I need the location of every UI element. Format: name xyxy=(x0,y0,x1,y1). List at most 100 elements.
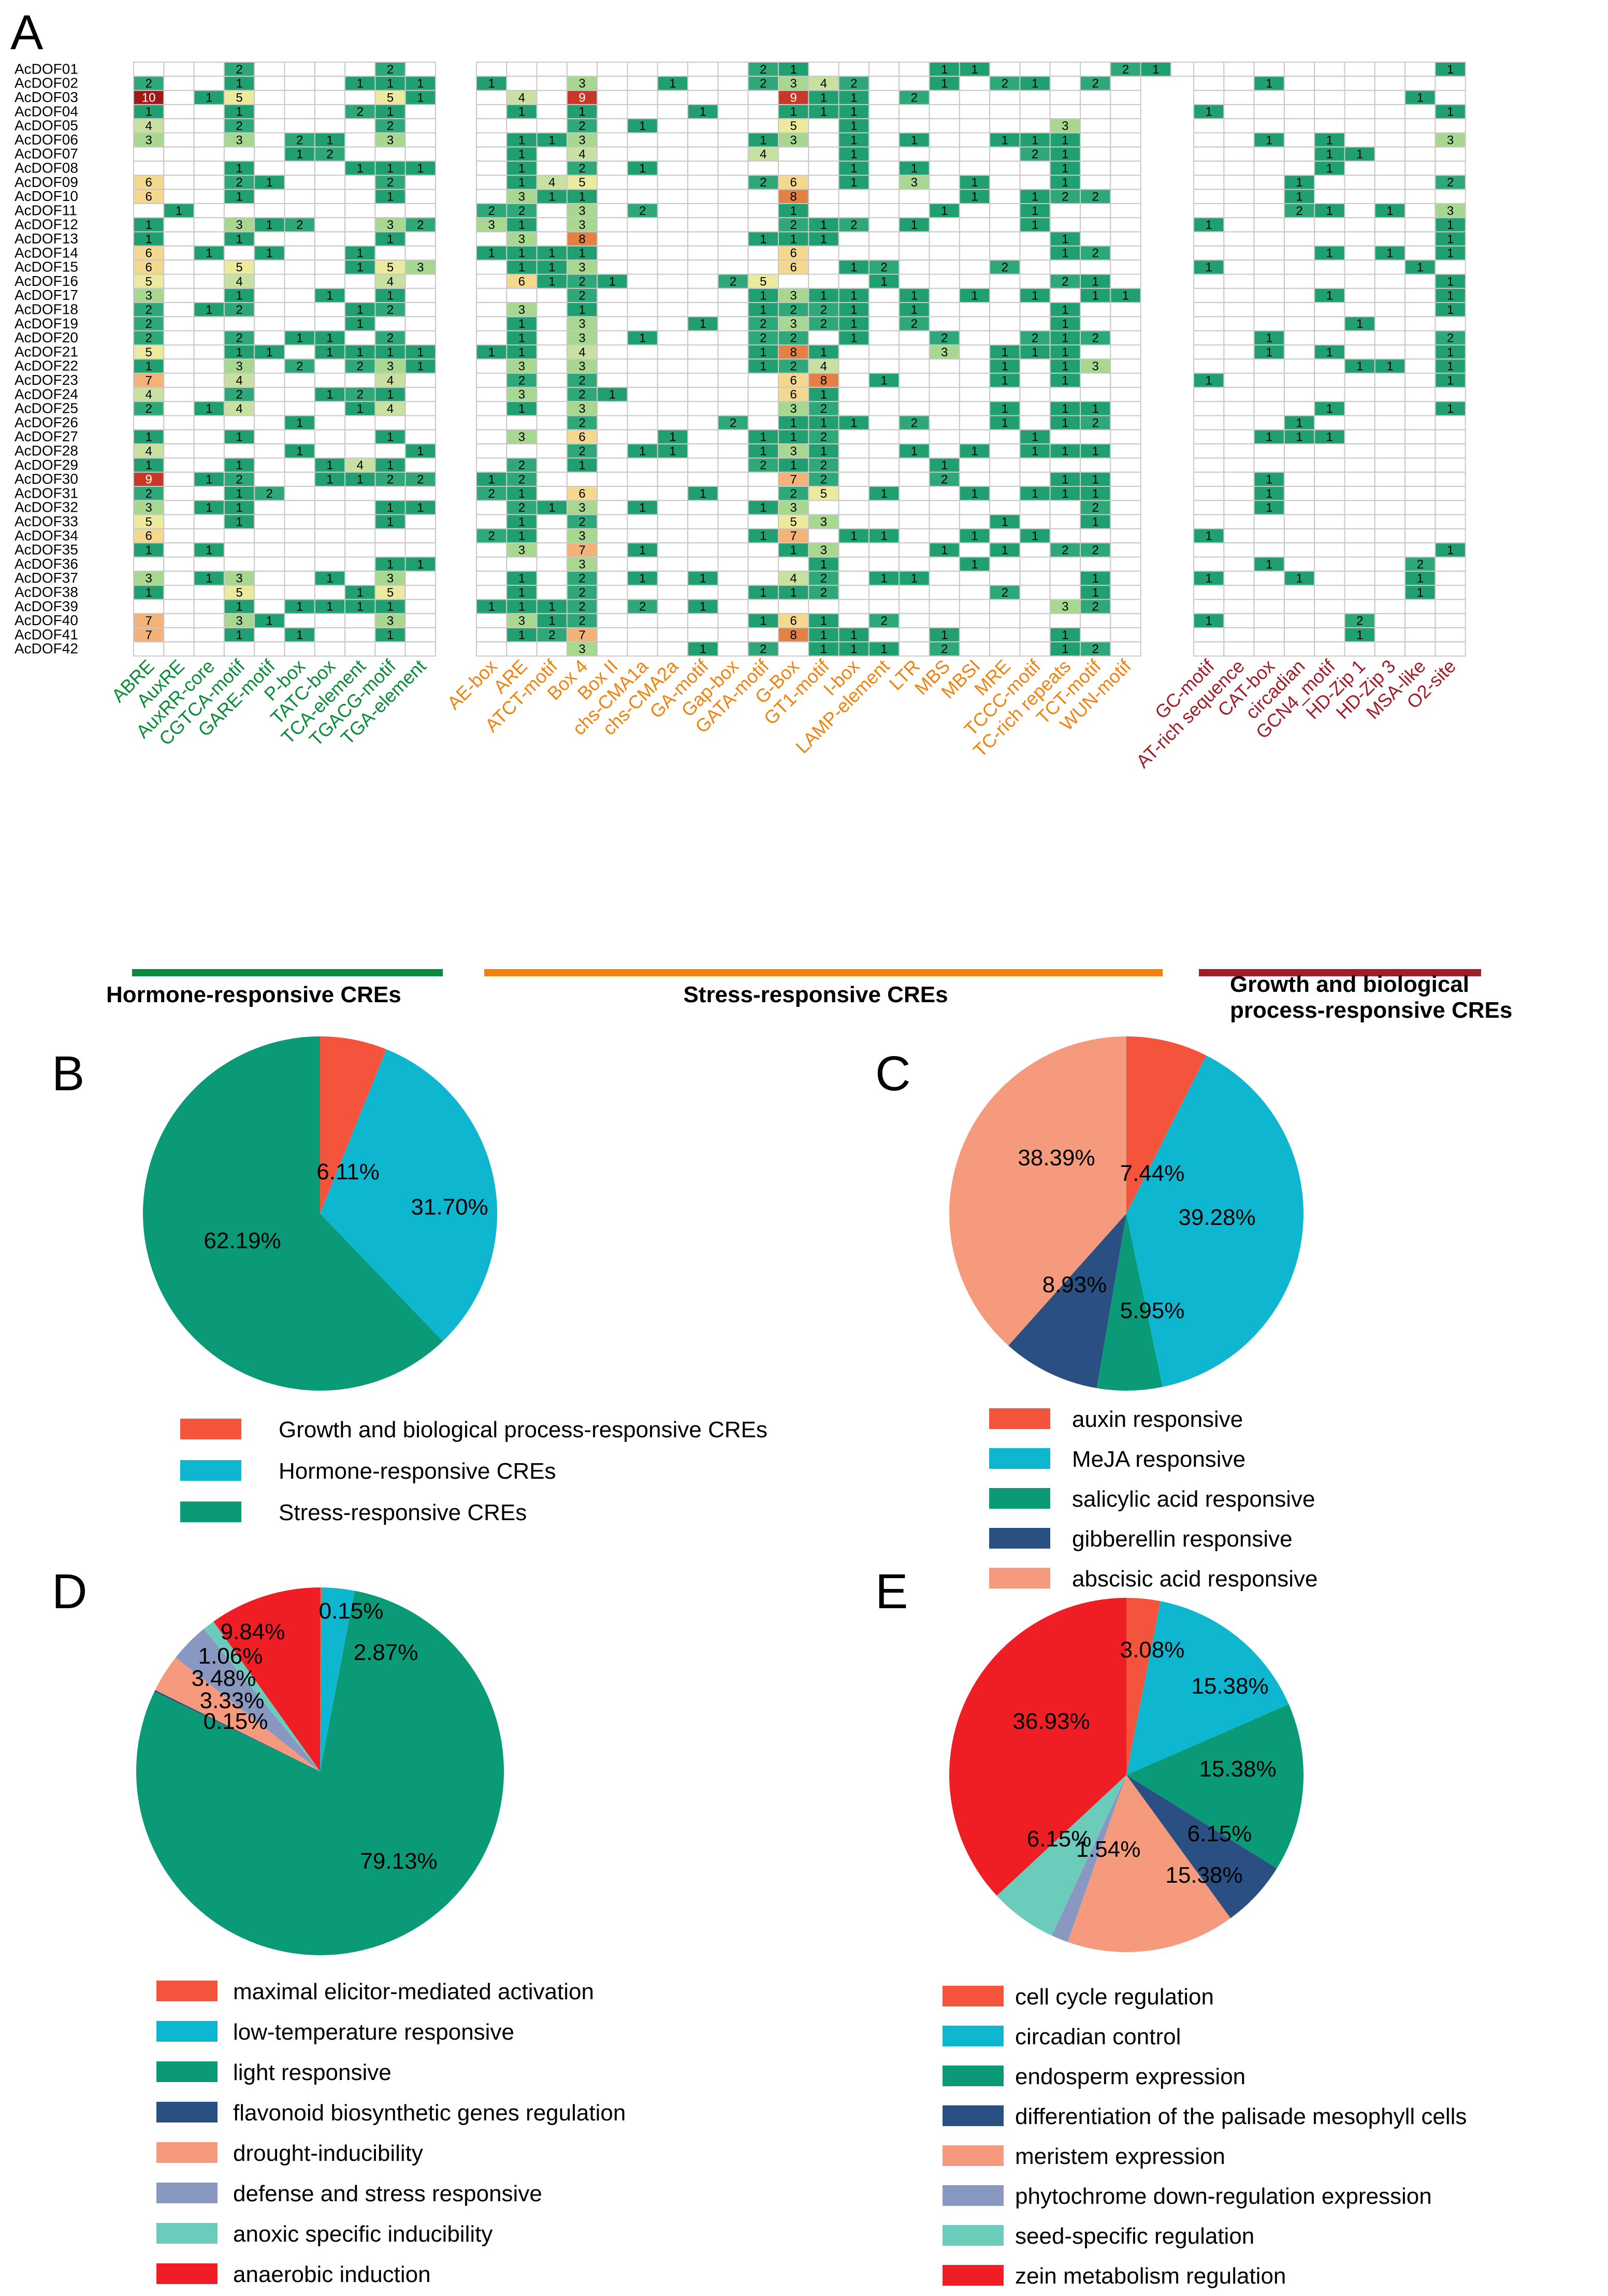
heatmap-cell xyxy=(1314,415,1345,430)
heatmap-cell-value: 2 xyxy=(1062,275,1068,288)
heatmap-cell-value: 1 xyxy=(1122,289,1129,303)
heatmap-cell xyxy=(284,316,315,331)
heatmap-cell xyxy=(687,386,719,402)
heatmap-cell xyxy=(374,500,406,515)
heatmap-cell-value: 1 xyxy=(941,458,948,472)
heatmap-cell xyxy=(1283,401,1315,416)
heatmap-cell-value: 1 xyxy=(417,77,424,91)
heatmap-cell-value: 1 xyxy=(357,345,364,359)
heatmap-cell-value: 2 xyxy=(578,388,585,402)
row-label: AcDOF31 xyxy=(15,485,78,501)
heatmap-cell xyxy=(1374,570,1406,586)
heatmap-cell xyxy=(1223,90,1255,105)
heatmap-cell xyxy=(1193,443,1225,459)
heatmap-cell-value: 1 xyxy=(1092,473,1098,487)
heatmap-cell-value: 3 xyxy=(790,133,796,147)
heatmap-cell-value: 1 xyxy=(1205,261,1212,275)
heatmap-cell-value: 4 xyxy=(145,444,152,458)
heatmap-cell-value: 1 xyxy=(1356,359,1363,373)
heatmap-cell xyxy=(163,429,195,445)
heatmap-cell xyxy=(1344,471,1375,487)
heatmap-cell-value: 3 xyxy=(911,176,918,190)
heatmap-cell xyxy=(627,231,658,247)
pie-slice xyxy=(320,1049,497,1341)
heatmap-cell-value: 5 xyxy=(236,586,242,600)
heatmap-cell-value: 1 xyxy=(1326,247,1333,261)
heatmap-cell xyxy=(284,457,315,473)
heatmap-cell xyxy=(929,146,960,162)
heatmap-cell xyxy=(1223,542,1255,558)
heatmap-cell xyxy=(929,570,960,586)
heatmap-cell xyxy=(506,146,538,162)
heatmap-cell-value: 1 xyxy=(176,204,182,218)
heatmap-cell-value: 3 xyxy=(820,515,827,529)
row-label: AcDOF05 xyxy=(15,118,78,134)
heatmap-cell xyxy=(1223,457,1255,473)
pie-value-label: 15.38% xyxy=(1199,1756,1276,1782)
heatmap-cell xyxy=(163,500,195,515)
heatmap-cell-value: 1 xyxy=(488,600,495,614)
heatmap-cell-value: 1 xyxy=(1296,430,1302,444)
heatmap-cell-value: 1 xyxy=(790,105,796,119)
heatmap-cell-value: 1 xyxy=(820,91,827,105)
heatmap-cell xyxy=(1374,457,1406,473)
heatmap-cell-value: 1 xyxy=(1266,345,1272,359)
heatmap-cell-value: 1 xyxy=(296,600,303,614)
heatmap-cell xyxy=(778,132,809,148)
heatmap-cell xyxy=(1223,599,1255,614)
heatmap-cell xyxy=(1049,76,1081,91)
heatmap-cell xyxy=(133,245,165,261)
heatmap-cell xyxy=(193,189,225,205)
heatmap-cell xyxy=(314,161,346,176)
heatmap-cell xyxy=(163,372,195,388)
heatmap-cell xyxy=(627,189,658,205)
heatmap-cell-value: 1 xyxy=(145,543,152,557)
heatmap-cell-value: 6 xyxy=(145,261,152,275)
heatmap-cell-value: 1 xyxy=(326,289,333,303)
heatmap-cell-value: 1 xyxy=(911,289,918,303)
heatmap-cell xyxy=(747,161,779,176)
heatmap-cell xyxy=(1049,386,1081,402)
heatmap-cell xyxy=(1404,302,1436,317)
heatmap-cell-value: 1 xyxy=(1062,345,1068,359)
heatmap-cell xyxy=(778,90,809,105)
heatmap-cell-value: 1 xyxy=(1326,162,1333,176)
heatmap-cell xyxy=(808,146,839,162)
heatmap-cell xyxy=(899,203,930,219)
heatmap-cell xyxy=(163,415,195,430)
heatmap-cell xyxy=(868,457,900,473)
heatmap-cell xyxy=(1374,146,1406,162)
heatmap-cell xyxy=(1019,471,1051,487)
heatmap-cell xyxy=(193,76,225,91)
legend-label: abscisic acid responsive xyxy=(1072,1566,1317,1592)
heatmap-cell-value: 1 xyxy=(417,444,424,458)
heatmap-cell xyxy=(657,104,689,120)
heatmap-cell xyxy=(838,500,870,515)
heatmap-cell xyxy=(1110,514,1141,529)
heatmap-cell xyxy=(778,556,809,572)
heatmap-cell xyxy=(314,401,346,416)
heatmap-cell xyxy=(1283,627,1315,643)
heatmap-cell xyxy=(1223,358,1255,374)
heatmap-cell-value: 1 xyxy=(1356,317,1363,331)
heatmap-cell xyxy=(657,500,689,515)
heatmap-cell-value: 1 xyxy=(145,232,152,246)
heatmap-cell xyxy=(193,259,225,275)
heatmap-cell xyxy=(1223,175,1255,190)
heatmap-cell xyxy=(1223,443,1255,459)
heatmap-cell xyxy=(223,90,255,105)
heatmap-cell-value: 1 xyxy=(1002,515,1008,529)
heatmap-cell xyxy=(627,358,658,374)
heatmap-cell-value: 2 xyxy=(760,63,766,77)
heatmap-cell-value: 1 xyxy=(1386,359,1393,373)
heatmap-cell xyxy=(1193,486,1225,501)
heatmap-cell xyxy=(193,330,225,346)
heatmap-cell xyxy=(1193,316,1225,331)
heatmap-cell xyxy=(838,457,870,473)
heatmap-cell-value: 1 xyxy=(1092,289,1098,303)
heatmap-cell xyxy=(1314,471,1345,487)
heatmap-cell xyxy=(1019,542,1051,558)
heatmap-cell xyxy=(717,401,749,416)
heatmap-cell xyxy=(929,259,960,275)
